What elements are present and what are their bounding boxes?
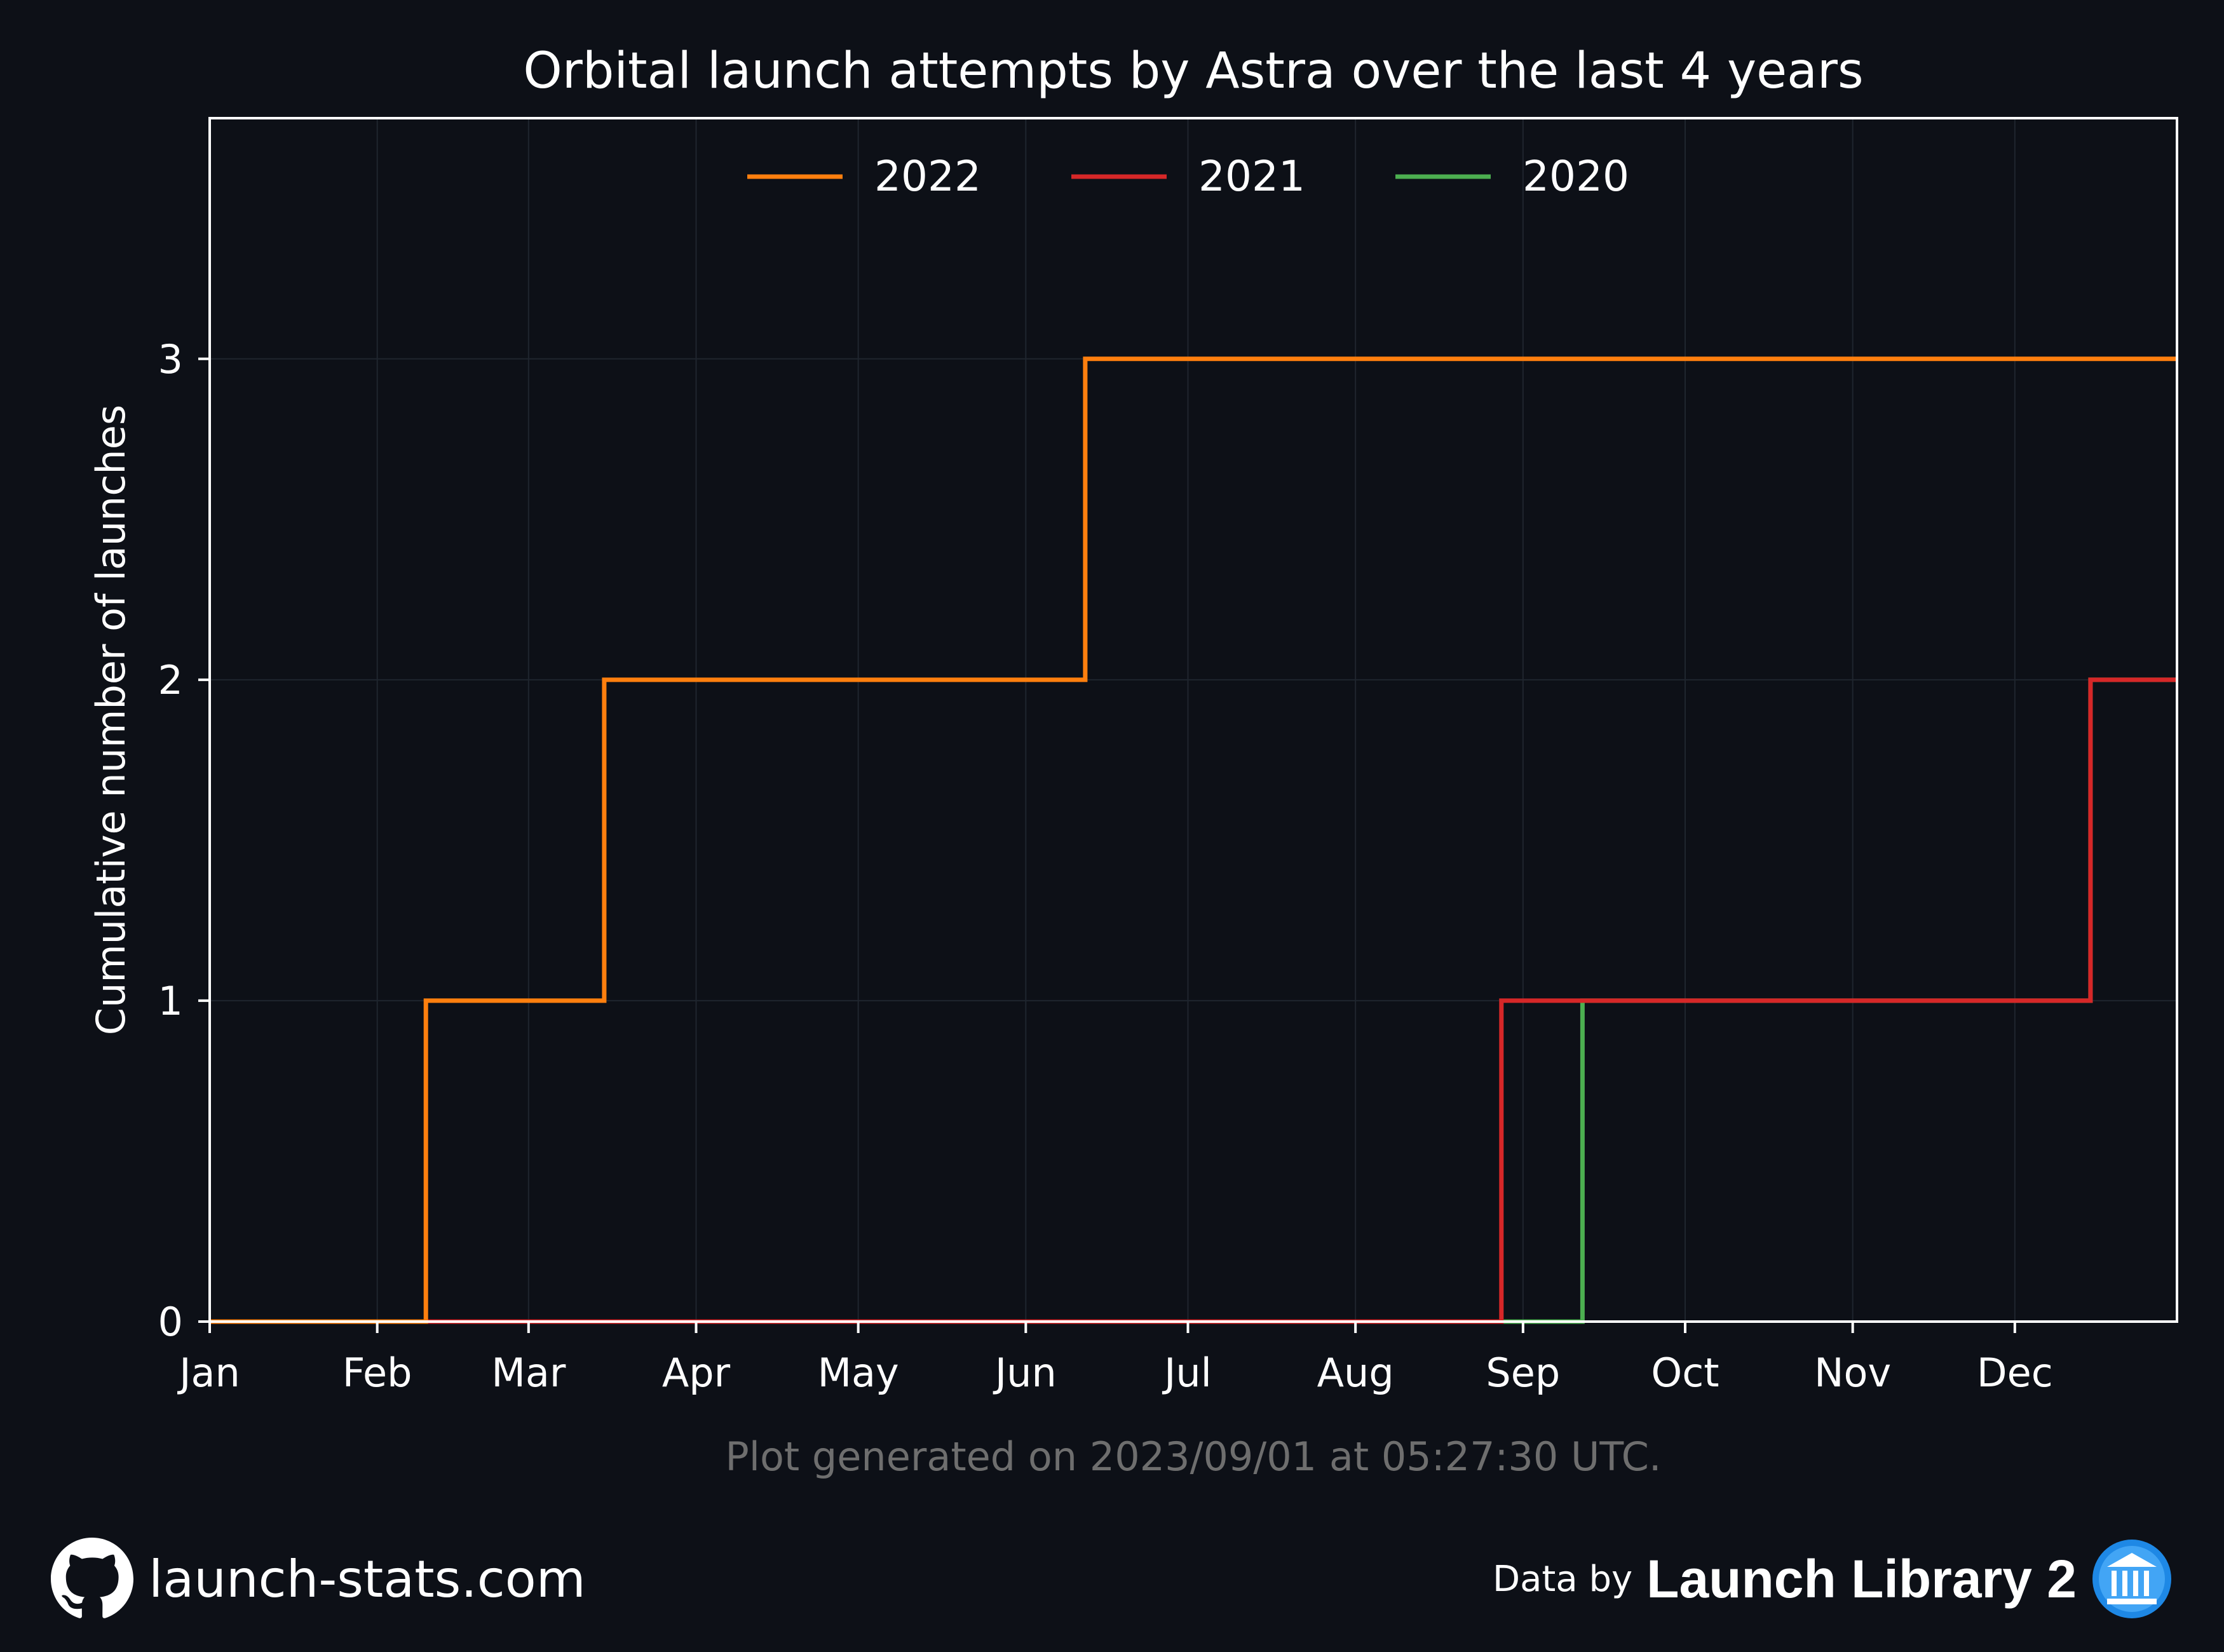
launch-library-logo-icon [2092,1540,2171,1618]
y-tick-label: 3 [158,336,183,383]
x-ticks: Jan Feb Mar Apr May Jun Jul Aug Sep Oct Nov Dec [177,1322,2053,1396]
x-tick-label: Sep [1486,1350,1560,1396]
x-tick-label: Nov [1814,1350,1891,1396]
x-tick-label: Dec [1977,1350,2053,1396]
footer-left: launch-stats.com [51,1538,586,1620]
x-tick-label: Mar [491,1350,566,1396]
x-tick-label: Jan [177,1350,240,1396]
x-tick-label: Jul [1162,1350,1212,1396]
series-line-2022 [210,356,2177,1324]
legend-label-2020: 2020 [1522,152,1629,201]
x-tick-label: Apr [662,1350,731,1396]
y-axis-label: Cumulative number of launches [88,405,134,1035]
site-link[interactable]: launch-stats.com [149,1549,586,1609]
plot-frame [208,117,2178,1323]
footer-right: Data by Launch Library 2 [1493,1538,2173,1620]
x-tick-label: Feb [342,1350,412,1396]
x-tick-label: May [818,1350,899,1396]
legend-label-2021: 2021 [1198,152,1305,201]
x-tick-label: Oct [1651,1350,1719,1396]
provider-name[interactable]: Launch Library 2 [1646,1548,2077,1609]
chart-title: Orbital launch attempts by Astra over th… [523,43,1863,100]
grid [209,118,2177,1322]
y-tick-label: 2 [158,657,183,703]
y-tick-label: 0 [158,1299,183,1345]
x-tick-label: Aug [1317,1350,1394,1396]
y-ticks: 0 1 2 3 [158,336,210,1345]
y-tick-label: 1 [158,978,183,1024]
x-tick-label: Jun [993,1350,1057,1396]
footnote: Plot generated on 2023/09/01 at 05:27:30… [725,1433,1661,1480]
legend: 2022 2021 2020 [747,152,1629,201]
github-icon[interactable] [51,1538,133,1620]
data-by-label: Data by [1492,1558,1633,1600]
series-layer [210,356,2177,1324]
legend-label-2022: 2022 [874,152,981,201]
